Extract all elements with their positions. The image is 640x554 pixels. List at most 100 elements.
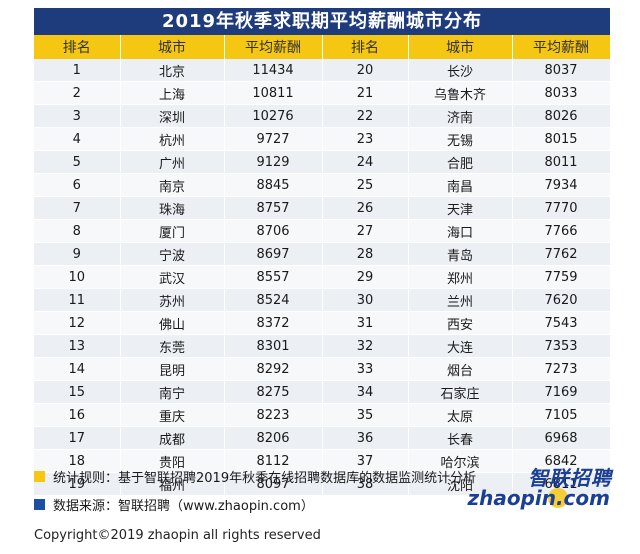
salary-cell: 8292: [224, 357, 323, 381]
salary-cell: 8524: [224, 288, 323, 312]
salary-cell: 8033: [512, 81, 611, 105]
city-cell: 宁波: [120, 242, 225, 266]
salary-cell: 8275: [224, 380, 323, 404]
salary-cell: 8757: [224, 196, 323, 220]
salary-cell: 8372: [224, 311, 323, 335]
salary-cell: 8026: [512, 104, 611, 128]
rank-cell: 32: [322, 334, 409, 358]
rank-cell: 35: [322, 403, 409, 427]
salary-cell: 7169: [512, 380, 611, 404]
rank-cell: 28: [322, 242, 409, 266]
salary-cell: 7770: [512, 196, 611, 220]
city-cell: 沈阳: [408, 472, 513, 496]
copyright: Copyright©2019 zhaopin all rights reserv…: [34, 528, 321, 543]
rank-cell: 33: [322, 357, 409, 381]
salary-cell: 8015: [512, 127, 611, 151]
rank-cell: 6: [34, 173, 121, 197]
salary-cell: 6811: [512, 472, 611, 496]
rank-cell: 27: [322, 219, 409, 243]
salary-cell: 7543: [512, 311, 611, 335]
salary-cell: 8037: [512, 59, 611, 82]
rank-cell: 1: [34, 59, 121, 82]
city-cell: 兰州: [408, 288, 513, 312]
rank-cell: 18: [34, 449, 121, 473]
salary-cell: 6842: [512, 449, 611, 473]
city-cell: 苏州: [120, 288, 225, 312]
city-cell: 上海: [120, 81, 225, 105]
header-rank: 排名: [322, 35, 409, 59]
table-row: 1 北京 11434 20 长沙 8037: [34, 59, 611, 82]
table-row: 13 东莞 8301 32 大连 7353: [34, 334, 611, 358]
city-cell: 海口: [408, 219, 513, 243]
salary-cell: 8301: [224, 334, 323, 358]
salary-cell: 7273: [512, 357, 611, 381]
city-cell: 青岛: [408, 242, 513, 266]
rank-cell: 15: [34, 380, 121, 404]
logo-cn-text: 智联招聘: [528, 466, 612, 490]
table-row: 18 贵阳 8112 37 哈尔滨 6842: [34, 449, 611, 473]
city-cell: 长沙: [408, 59, 513, 82]
rank-cell: 30: [322, 288, 409, 312]
table-row: 4 杭州 9727 23 无锡 8015: [34, 127, 611, 151]
rank-cell: 22: [322, 104, 409, 128]
salary-cell: 7934: [512, 173, 611, 197]
city-cell: 杭州: [120, 127, 225, 151]
city-cell: 南宁: [120, 380, 225, 404]
city-cell: 深圳: [120, 104, 225, 128]
salary-cell: 10811: [224, 81, 323, 105]
salary-cell: 7762: [512, 242, 611, 266]
rank-cell: 24: [322, 150, 409, 174]
salary-cell: 7353: [512, 334, 611, 358]
rank-cell: 38: [322, 472, 409, 496]
rank-cell: 37: [322, 449, 409, 473]
salary-cell: 8557: [224, 265, 323, 289]
note-rule-text: 统计规则：基于智联招聘2019年秋季在线招聘数据库的数据监测统计分析: [53, 470, 477, 486]
salary-cell: 10276: [224, 104, 323, 128]
city-cell: 合肥: [408, 150, 513, 174]
salary-cell: 6968: [512, 426, 611, 450]
city-cell: 北京: [120, 59, 225, 82]
city-cell: 天津: [408, 196, 513, 220]
rank-cell: 29: [322, 265, 409, 289]
salary-cell: 7766: [512, 219, 611, 243]
city-cell: 南昌: [408, 173, 513, 197]
city-cell: 无锡: [408, 127, 513, 151]
city-cell: 哈尔滨: [408, 449, 513, 473]
rank-cell: 7: [34, 196, 121, 220]
city-cell: 佛山: [120, 311, 225, 335]
rank-cell: 12: [34, 311, 121, 335]
table-row: 2 上海 10811 21 乌鲁木齐 8033: [34, 81, 611, 105]
salary-cell: 8223: [224, 403, 323, 427]
city-cell: 重庆: [120, 403, 225, 427]
city-cell: 济南: [408, 104, 513, 128]
city-cell: 东莞: [120, 334, 225, 358]
table-row: 10 武汉 8557 29 郑州 7759: [34, 265, 611, 289]
salary-cell: 7105: [512, 403, 611, 427]
salary-cell: 8697: [224, 242, 323, 266]
rank-cell: 3: [34, 104, 121, 128]
rank-cell: 36: [322, 426, 409, 450]
city-cell: 厦门: [120, 219, 225, 243]
city-cell: 烟台: [408, 357, 513, 381]
rank-cell: 25: [322, 173, 409, 197]
logo-dot-icon: [548, 488, 568, 508]
city-cell: 广州: [120, 150, 225, 174]
table-title: 2019年秋季求职期平均薪酬城市分布: [34, 8, 610, 35]
rank-cell: 16: [34, 403, 121, 427]
header-city: 城市: [120, 35, 225, 59]
table-row: 9 宁波 8697 28 青岛 7762: [34, 242, 611, 266]
city-cell: 昆明: [120, 357, 225, 381]
logo-en-text: zhaopin.com: [467, 486, 610, 510]
city-cell: 石家庄: [408, 380, 513, 404]
header-salary: 平均薪酬: [512, 35, 611, 59]
salary-table: 排名 城市 平均薪酬 排名 城市 平均薪酬 1 北京 11434 20 长沙 8037 2 上…: [34, 35, 611, 496]
table-row: 16 重庆 8223 35 太原 7105: [34, 403, 611, 427]
salary-cell: 8112: [224, 449, 323, 473]
header-city: 城市: [408, 35, 513, 59]
table-row: 19 福州 8097 38 沈阳 6811: [34, 472, 611, 496]
salary-cell: 8706: [224, 219, 323, 243]
table-row: 15 南宁 8275 34 石家庄 7169: [34, 380, 611, 404]
salary-cell: 8011: [512, 150, 611, 174]
rank-cell: 13: [34, 334, 121, 358]
